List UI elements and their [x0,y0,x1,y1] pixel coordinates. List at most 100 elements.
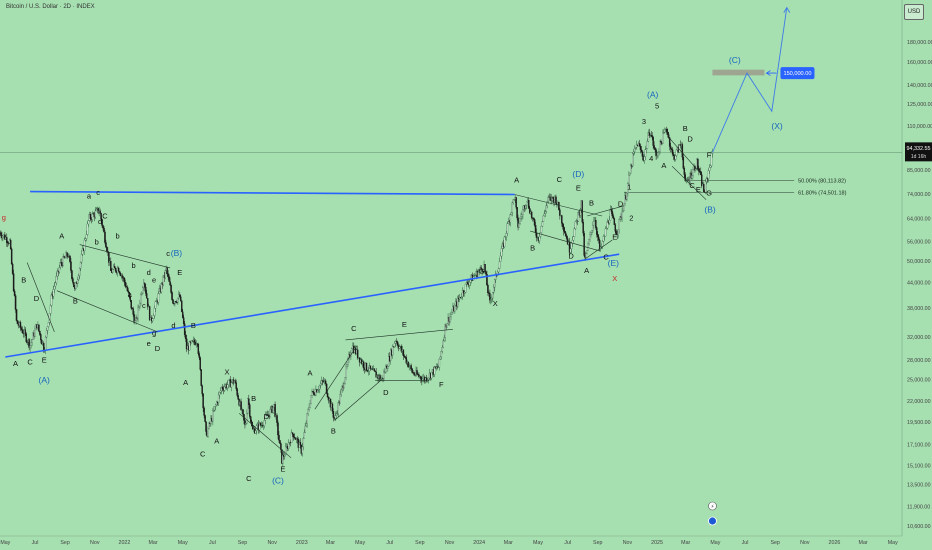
candle-body [420,376,422,380]
candle-body [326,393,329,398]
price-tick-label: 50,000.00 [907,259,931,265]
candle-body [208,422,210,430]
candle-body [320,383,322,386]
candle-body [249,404,251,417]
candle-body [427,377,430,380]
price-tick-label: 25,000.00 [907,377,931,383]
wave-label: (B) [171,248,183,258]
candle-body [56,270,59,277]
lightning-glyph-icon: ⚡ [711,504,715,510]
candle-body [458,297,461,300]
candle-body [451,312,453,315]
candle-body [38,324,40,332]
time-tick-label: 2024 [473,540,485,546]
candle-body [404,356,407,358]
wave-label: 5 [655,101,659,110]
price-tick-label: 64,000.00 [907,217,931,223]
candle-body [623,203,625,212]
candle-body [667,134,670,138]
candle-body [151,318,154,322]
wave-label: E [612,232,617,241]
candle-body [219,390,222,393]
candle-body [290,432,293,444]
candle-body [531,217,534,219]
target-zone [712,69,765,76]
candle-body [236,388,238,396]
candle-body [320,380,323,384]
candle-body [274,404,276,417]
time-tick-label: 2025 [651,540,663,546]
candle-timer-label: 1d 16h [911,154,927,160]
candle-body [646,141,649,149]
candle-body [521,214,523,217]
candle-body [498,261,501,269]
candle-body [405,357,408,364]
candle-body [526,201,528,206]
candle-body [449,316,451,322]
candle-body [287,442,290,449]
candle-body [568,241,571,253]
price-tick-label: 15,100.00 [907,464,931,470]
wave-label: d [98,217,102,226]
wave-label: g [152,329,156,338]
candle-body [662,132,664,144]
time-tick-label: Mar [504,540,513,546]
time-tick-label: May [0,540,10,546]
candle-body [332,411,335,418]
candle-body [261,424,264,427]
candle-body [102,225,104,229]
candle-body [269,409,271,417]
time-tick-label: Mar [681,540,690,546]
candle-body [28,339,30,348]
candle-body [254,430,257,434]
candle-body [645,148,648,150]
candle-body [482,270,484,272]
candle-body [272,407,274,413]
candle-body [674,155,677,160]
candle-body [317,390,319,393]
candle-body [671,149,674,155]
candle-body [184,334,187,339]
candle-body [544,211,547,214]
wave-label: (A) [647,90,659,100]
candle-body [400,346,403,352]
candle-body [538,236,541,242]
candle-body [177,297,179,303]
candle-body [356,349,359,359]
wave-label: c [166,249,170,258]
candle-body [413,372,415,375]
wave-label: D [687,135,693,144]
time-tick-label: Nov [90,540,100,546]
candle-body [392,346,395,348]
candle-body [612,215,615,219]
time-tick-label: 2026 [829,540,841,546]
target-price-label: 150,000.00 [783,71,811,77]
wave-label: g [2,213,6,222]
candle-body [312,391,314,393]
candle-body [250,416,252,422]
candle-body [654,147,656,150]
wave-label: D [568,251,574,260]
symbol-title[interactable]: Bitcoin / U.S. Dollar · 2D · INDEX [6,4,95,10]
price-tick-label: 160,000.00 [907,60,932,66]
wave-label: X [612,274,617,283]
candle-body [408,366,410,368]
candle-body [10,248,13,265]
candle-body [9,239,12,250]
candle-body [426,379,429,382]
candle-body [213,409,215,412]
wave-channel-line [26,262,55,333]
candle-body [519,217,521,224]
candle-body [176,301,178,303]
candle-body [83,239,86,251]
candle-body [512,199,514,203]
candle-body [530,211,533,218]
candle-body [124,282,127,287]
currency-button[interactable]: USD [904,4,924,20]
candle-body [11,263,14,274]
candle-body [565,236,568,239]
wave-channel-line [79,244,171,269]
candle-body [615,231,617,235]
price-tick-label: 28,000.00 [907,358,931,364]
